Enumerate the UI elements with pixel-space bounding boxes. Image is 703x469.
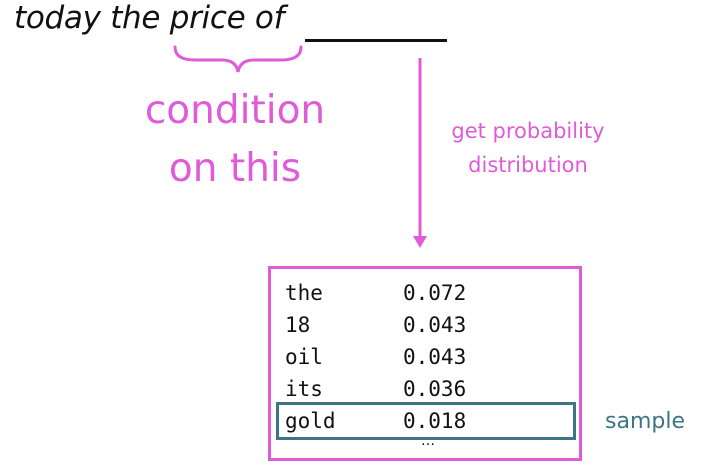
token-word: oil <box>285 345 323 369</box>
distribution-label-line2: distribution <box>468 153 588 177</box>
token-word: 18 <box>285 313 311 337</box>
token-probability: 0.018 <box>403 409 467 433</box>
blank-slot <box>305 39 447 42</box>
distribution-label: get probability distribution <box>428 114 628 182</box>
token-probability: 0.072 <box>403 281 467 305</box>
token-probability: 0.043 <box>403 345 467 369</box>
token-probability: 0.036 <box>403 377 467 401</box>
token-word: its <box>285 377 323 401</box>
sample-highlight <box>276 402 576 440</box>
prompt-sentence: today the price of <box>14 0 285 36</box>
arrow-head <box>413 236 427 248</box>
sample-label: sample <box>605 409 685 434</box>
condition-label: condition on this <box>130 82 340 198</box>
condition-label-line1: condition <box>144 88 326 133</box>
ellipsis: … <box>421 433 435 449</box>
distribution-label-line1: get probability <box>451 119 605 143</box>
probability-table: the 0.072 18 0.043 oil 0.043 its 0.036 g… <box>268 266 582 461</box>
token-probability: 0.043 <box>403 313 467 337</box>
condition-brace <box>173 45 303 73</box>
token-word: gold <box>285 409 336 433</box>
condition-label-line2: on this <box>168 146 302 191</box>
token-word: the <box>285 281 323 305</box>
